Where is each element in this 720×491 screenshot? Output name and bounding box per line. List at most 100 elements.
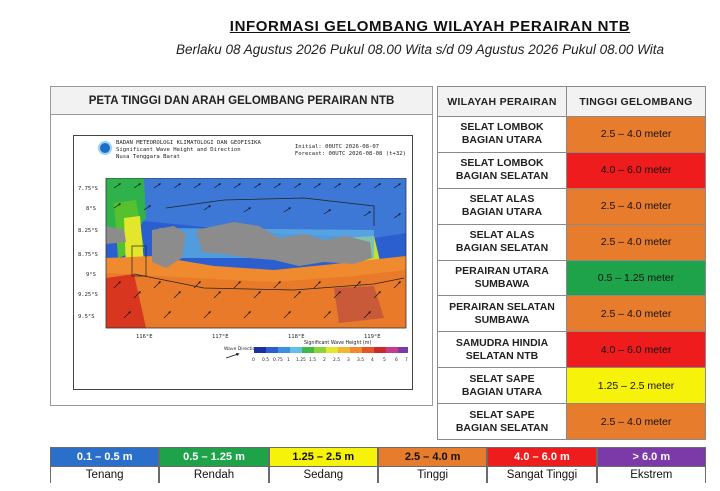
region-name-line2: BAGIAN SELATAN [455,242,549,255]
scale-tick: 7 [405,357,408,363]
region-name-line1: SELAT SAPE [469,372,535,385]
region-cell: SELAT LOMBOK BAGIAN UTARA [437,116,567,153]
map-forecast-time: Forecast: 00UTC 2026-08-08 (t+32) [294,150,406,157]
scale-tick: 3.5 [357,357,364,363]
legend-category: Tenang [51,466,159,483]
lat-label: 8.75°S [78,252,98,258]
lat-label: 9°S [86,272,96,278]
region-cell: PERAIRAN SELATAN SUMBAWA [437,295,567,333]
map-plot-area [106,178,406,328]
legend-item: 1.25 – 2.5 m Sedang [268,447,378,483]
legend-range: 1.25 – 2.5 m [269,448,377,466]
region-cell: SELAT SAPE BAGIAN SELATAN [437,403,567,441]
region-name-line1: PERAIRAN UTARA [455,265,549,277]
table-row: SELAT LOMBOK BAGIAN UTARA 2.5 – 4.0 meter [437,116,706,153]
table-row: SELAT LOMBOK BAGIAN SELATAN 4.0 – 6.0 mete… [437,151,706,189]
page-title: INFORMASI GELOMBANG WILAYAH PERAIRAN NTB [229,18,631,35]
wave-category-legend: 0.1 – 0.5 m Tenang 0.5 – 1.25 m Rendah 1.25 … [50,447,706,483]
lat-label: 8.25°S [78,228,98,234]
wave-direction-label: Wave Direction [224,346,258,352]
scale-tick: 0 [252,357,255,363]
map-org-name: BADAN METEOROLOGI KLIMATOLOGI DAN GEOFIS… [116,140,261,146]
table-row: SELAT SAPE BAGIAN SELATAN 2.5 – 4.0 meter [437,403,706,441]
region-cell: PERAIRAN UTARA SUMBAWA [437,259,567,297]
wave-height-cell: 4.0 – 6.0 meter [566,331,706,369]
map-panel-title: PETA TINGGI DAN ARAH GELOMBANG PERAIRAN … [51,87,432,115]
region-name-line1: SELAT ALAS [469,193,535,206]
wave-height-cell: 2.5 – 4.0 meter [566,116,706,153]
scale-tick: 1.5 [309,357,316,363]
lat-label: 8°S [86,206,96,212]
legend-item: 2.5 – 4.0 m Tinggi [377,447,488,483]
legend-category: Ekstrem [597,466,705,483]
wave-height-colorbar [254,347,408,353]
legend-range: 0.5 – 1.25 m [160,448,268,466]
validity-period: Berlaku 08 Agustus 2026 Pukul 08.00 Wita… [175,42,665,57]
region-name-line1: SELAT ALAS [469,229,535,242]
wave-direction-key-icon [225,352,240,359]
region-name-line2: BAGIAN UTARA [461,134,543,147]
legend-category: Rendah [160,466,268,483]
region-name-line2: SELATAN NTB [465,349,539,362]
region-name-line2: SUMBAWA [474,313,530,326]
map-region-name: Nusa Tenggara Barat [116,153,180,160]
legend-item: 0.1 – 0.5 m Tenang [50,447,160,483]
wave-map: BADAN METEOROLOGI KLIMATOLOGI DAN GEOFIS… [73,135,413,390]
legend-range: 0.1 – 0.5 m [51,448,159,466]
wave-height-cell: 2.5 – 4.0 meter [566,223,706,261]
table-row: SELAT ALAS BAGIAN SELATAN 2.5 – 4.0 meter [437,223,706,261]
table-header-row: WILAYAH PERAIRAN TINGGI GELOMBANG [437,86,706,117]
region-name-line2: BAGIAN UTARA [461,385,543,398]
legend-range: 2.5 – 4.0 m [378,448,487,466]
wave-height-cell: 2.5 – 4.0 meter [566,295,706,333]
wave-height-cell: 1.25 – 2.5 meter [566,367,706,405]
scale-tick: 0.75 [273,357,283,363]
region-name-line1: SELAT LOMBOK [460,121,544,134]
scale-tick: 0.5 [262,357,269,363]
table-row: SAMUDRA HINDIA SELATAN NTB 4.0 – 6.0 meter [437,331,706,369]
region-name-line1: PERAIRAN SELATAN [449,300,555,313]
wave-height-map-svg: 7.75°S 8°S 8.25°S 8.75°S 9°S 9.25°S 9.5°… [78,178,408,363]
scale-tick: 2 [323,357,326,363]
legend-item: 4.0 – 6.0 m Sangat Tinggi [487,447,597,483]
region-name-line1: SELAT LOMBOK [460,157,544,170]
lat-label: 7.75°S [78,186,98,192]
lat-label: 9.25°S [78,292,98,298]
wave-height-cell: 4.0 – 6.0 meter [566,151,706,189]
region-cell: SELAT ALAS BAGIAN SELATAN [437,223,567,261]
wave-height-cell: 2.5 – 4.0 meter [566,187,706,225]
scale-tick: 5 [383,357,386,363]
lon-label: 119°E [364,334,381,340]
scale-tick: 3 [347,357,350,363]
region-name-line2: BAGIAN SELATAN [455,170,549,183]
column-header-height: TINGGI GELOMBANG [566,86,706,117]
table-row: PERAIRAN SELATAN SUMBAWA 2.5 – 4.0 meter [437,295,706,333]
wave-height-cell: 0.5 – 1.25 meter [566,259,706,297]
region-cell: SELAT SAPE BAGIAN UTARA [437,367,567,405]
table-row: SELAT SAPE BAGIAN UTARA 1.25 – 2.5 meter [437,367,706,405]
scale-tick: 1 [287,357,290,363]
region-cell: SELAT LOMBOK BAGIAN SELATAN [437,151,567,189]
legend-item: 0.5 – 1.25 m Rendah [159,447,269,483]
region-name-line2: BAGIAN UTARA [461,206,543,219]
legend-category: Sangat Tinggi [488,466,596,483]
region-name-line2: BAGIAN SELATAN [455,421,549,434]
map-initial-time: Initial: 00UTC 2026-08-07 [294,144,380,150]
wave-map-panel: PETA TINGGI DAN ARAH GELOMBANG PERAIRAN … [50,86,433,406]
legend-range: 4.0 – 6.0 m [488,448,596,466]
wave-table-container: WILAYAH PERAIRAN TINGGI GELOMBANG SELAT … [437,86,706,445]
lon-label: 117°E [212,334,229,340]
lat-label: 9.5°S [78,314,95,320]
bmkg-logo-icon [98,141,112,155]
wave-direction-arrows [113,183,401,319]
legend-category: Sedang [269,466,377,483]
lon-label: 118°E [288,334,305,340]
region-cell: SAMUDRA HINDIA SELATAN NTB [437,331,567,369]
map-header: BADAN METEOROLOGI KLIMATOLOGI DAN GEOFIS… [74,136,412,178]
scale-tick: 1.25 [296,357,306,363]
legend-category: Tinggi [378,466,487,483]
wave-height-cell: 2.5 – 4.0 meter [566,403,706,441]
scale-tick: 6 [395,357,398,363]
legend-range: > 6.0 m [597,448,705,466]
region-cell: SELAT ALAS BAGIAN UTARA [437,187,567,225]
